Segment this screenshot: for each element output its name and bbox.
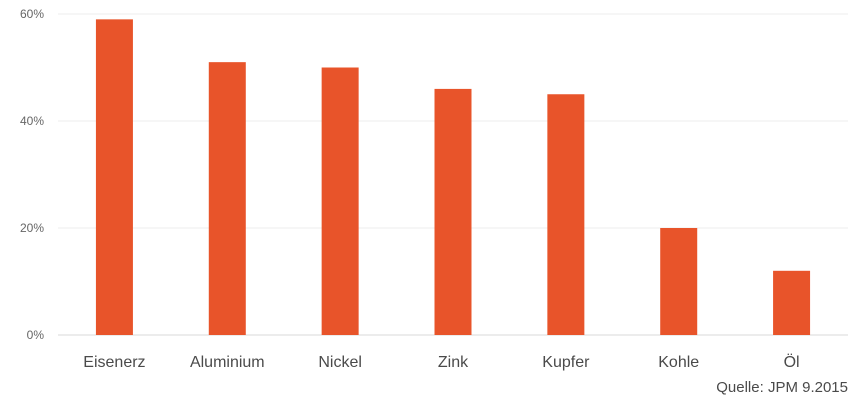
bar-kohle: [660, 228, 698, 335]
bar-aluminium: [208, 62, 246, 336]
category-label: Kohle: [658, 354, 699, 371]
category-label: Aluminium: [190, 354, 265, 371]
y-axis-tick-labels: 0% 20% 40% 60%: [20, 7, 44, 342]
bar-eisenerz: [95, 19, 133, 335]
bars: [95, 19, 811, 336]
category-label: Öl: [784, 353, 800, 371]
source-note: Quelle: JPM 9.2015: [716, 379, 848, 396]
bar-zink: [434, 88, 472, 336]
bar-öl: [773, 270, 811, 335]
y-tick-label: 40%: [20, 114, 44, 128]
category-label: Nickel: [318, 354, 362, 371]
y-tick-label: 0%: [27, 328, 45, 342]
bar-kupfer: [547, 94, 585, 335]
bar-nickel: [321, 67, 359, 335]
y-tick-label: 20%: [20, 221, 44, 235]
y-tick-label: 60%: [20, 7, 44, 21]
category-label: Kupfer: [542, 354, 590, 371]
category-label: Eisenerz: [83, 354, 145, 371]
category-label: Zink: [438, 354, 469, 371]
x-axis-category-labels: Eisenerz Aluminium Nickel Zink Kupfer Kohle Öl: [83, 353, 799, 371]
